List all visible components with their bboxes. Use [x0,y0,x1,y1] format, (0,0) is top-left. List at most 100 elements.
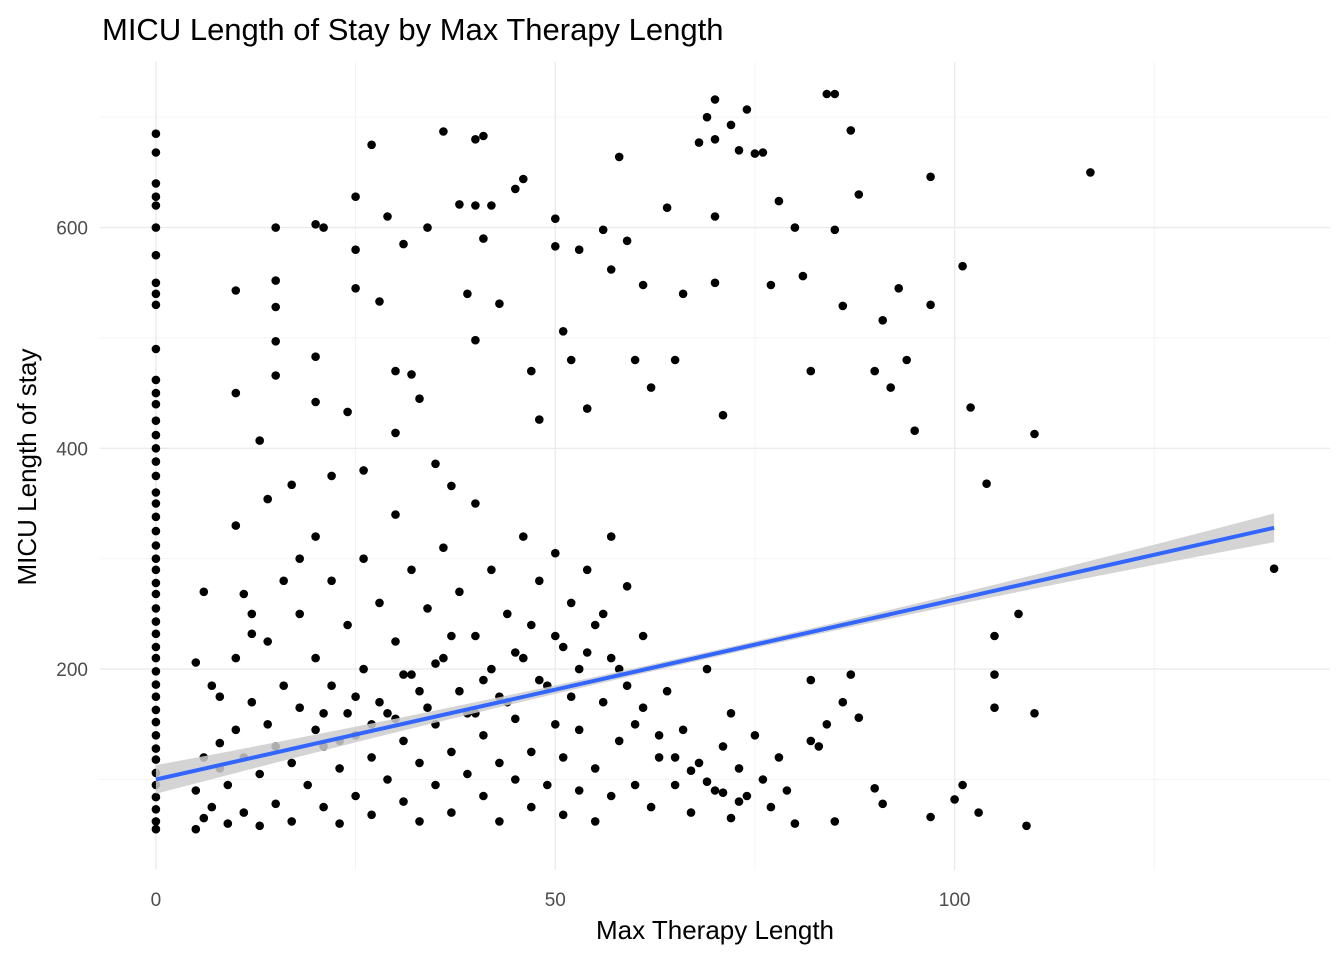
data-point [551,548,560,558]
data-point [990,703,999,712]
data-point [151,755,161,764]
data-point [151,541,161,550]
data-point [574,725,584,735]
data-point [191,786,201,795]
data-point [215,738,225,748]
data-point [439,543,448,552]
data-point [391,510,400,519]
x-tick-label: 50 [545,890,566,911]
data-point [255,821,264,831]
data-point [495,299,504,309]
data-point [511,714,520,724]
data-point [878,799,887,809]
data-point [439,127,448,136]
data-point [527,802,536,812]
data-point [199,587,209,597]
data-point [990,631,999,641]
x-tick-label: 0 [151,890,162,911]
data-point [471,135,480,144]
data-point [311,725,320,735]
data-point [622,681,632,690]
data-point [814,742,824,751]
data-point [151,430,161,440]
data-point [662,686,672,696]
x-tick-labels: 0 50 100 [151,890,971,911]
data-point [606,532,616,541]
data-point [670,355,680,365]
data-point [151,250,161,260]
data-point [295,609,305,619]
data-point [263,637,273,646]
data-point [231,725,241,735]
data-point [702,112,712,122]
data-point [622,236,632,246]
data-point [199,813,209,823]
data-point [806,366,816,376]
data-point [375,697,384,707]
data-point [335,764,344,773]
data-point [151,179,161,188]
data-point [287,480,297,490]
data-point [982,479,991,489]
data-point [455,587,464,597]
data-point [399,797,408,806]
data-point [742,105,752,114]
data-point [870,366,879,376]
data-point [614,736,624,746]
data-point [1030,709,1039,718]
data-point [582,565,592,575]
data-point [151,805,161,814]
data-point [646,383,656,392]
data-point [710,786,720,795]
data-point [511,775,520,784]
data-point [311,532,320,541]
data-point [367,140,376,150]
data-point [558,642,568,652]
data-point [151,744,161,753]
data-point [399,239,408,249]
data-point [151,565,161,575]
data-point [231,521,241,530]
data-point [519,174,528,184]
data-point [806,675,816,685]
data-point [503,609,512,619]
data-point [151,223,161,232]
data-point [255,769,264,779]
data-point [487,664,496,674]
data-point [415,394,424,404]
data-point [263,720,273,729]
data-point [742,791,752,801]
chart-title: MICU Length of Stay by Max Therapy Lengt… [102,12,723,47]
data-point [407,670,416,679]
data-point [287,817,297,826]
data-point [151,629,161,639]
data-point [359,554,368,563]
data-point [303,780,313,790]
data-point [271,302,281,312]
data-point [694,758,704,768]
data-point [151,792,161,802]
data-point [558,753,568,762]
grid-lines [100,62,1330,870]
data-point [535,576,544,586]
data-point [734,764,744,773]
x-tick-label: 100 [939,890,971,911]
data-point [790,819,800,828]
data-point [1022,821,1031,831]
data-point [151,192,161,201]
data-point [311,397,320,407]
data-point [638,703,648,712]
y-tick-label: 600 [56,219,88,240]
data-point [151,526,161,536]
data-point [479,234,488,243]
data-point [790,223,800,232]
data-point [343,709,352,718]
data-point [830,89,840,99]
data-point [279,681,289,690]
data-point [247,629,257,639]
data-point [383,709,392,718]
data-point [479,791,488,801]
data-point [151,289,161,299]
data-points [151,89,1279,834]
data-point [1269,564,1279,573]
